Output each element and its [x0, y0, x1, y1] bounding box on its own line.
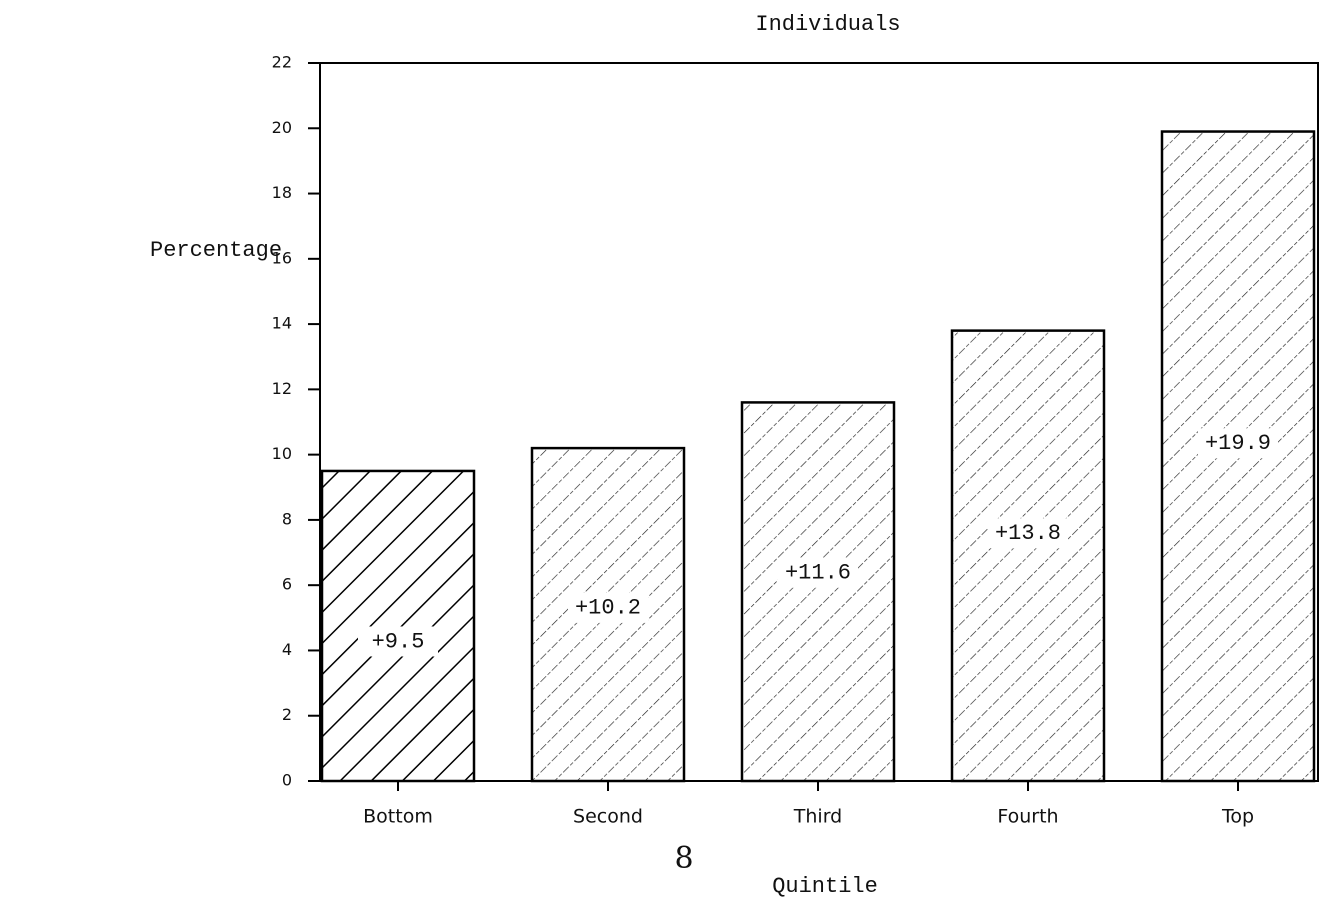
- value-label-bg: [568, 592, 648, 623]
- y-tick-label: 16: [272, 248, 292, 267]
- y-tick-label: 12: [272, 379, 292, 398]
- value-label-bg: [358, 626, 438, 657]
- y-axis-label: Percentage: [150, 238, 282, 263]
- value-label: +11.6: [785, 561, 851, 586]
- chart-title: Individuals: [755, 12, 900, 37]
- x-tick-label: Top: [1221, 806, 1254, 828]
- x-tick-label: Bottom: [363, 806, 433, 828]
- y-tick-label: 0: [282, 771, 292, 790]
- y-tick-label: 4: [282, 640, 292, 659]
- y-tick-label: 10: [272, 444, 292, 463]
- value-label-bg: [778, 557, 858, 588]
- y-tick-label: 22: [272, 53, 292, 72]
- value-label: +9.5: [372, 629, 425, 654]
- x-tick-label: Third: [793, 806, 842, 828]
- value-label-bg: [988, 518, 1068, 549]
- bar: [320, 469, 476, 783]
- value-label: +13.8: [995, 521, 1061, 546]
- page-number: 8: [674, 841, 693, 876]
- x-axis-label: Quintile: [772, 874, 878, 899]
- x-tick-label: Second: [573, 806, 643, 828]
- y-tick-label: 8: [282, 509, 292, 528]
- y-tick-label: 18: [272, 183, 292, 202]
- value-label: +19.9: [1205, 431, 1271, 456]
- x-tick-label: Fourth: [997, 806, 1058, 828]
- value-label: +10.2: [575, 596, 641, 621]
- bar: [950, 329, 1106, 783]
- y-tick-label: 14: [272, 314, 292, 333]
- bar: [740, 401, 896, 783]
- y-tick-label: 6: [282, 575, 292, 594]
- y-tick-label: 2: [282, 705, 292, 724]
- value-label-bg: [1198, 428, 1278, 459]
- y-tick-label: 20: [272, 118, 292, 137]
